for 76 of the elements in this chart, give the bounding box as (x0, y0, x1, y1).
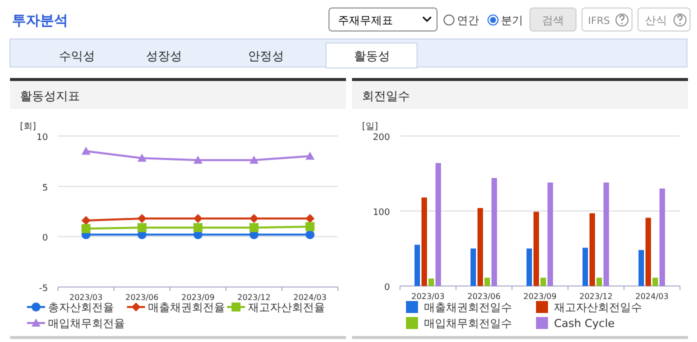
point (194, 156, 202, 164)
point (138, 154, 146, 162)
point (138, 214, 146, 224)
bar (646, 218, 651, 286)
y-axis-title: [일] (362, 122, 378, 132)
text: 수익성 (59, 49, 95, 63)
point (306, 152, 314, 160)
text: 투자분석 (12, 13, 68, 29)
legend-label: 매입채무회전율 (48, 317, 125, 330)
text: IFRS (588, 16, 610, 27)
point (306, 222, 314, 232)
bar (582, 248, 588, 286)
y-tick-label: 100 (372, 208, 390, 218)
point (250, 156, 258, 164)
x-tick-label: 2023/03 (69, 293, 103, 302)
point (82, 224, 90, 234)
bar (484, 278, 490, 286)
x-tick-label: 2023/12 (237, 293, 271, 302)
y-tick-label: 10 (36, 133, 48, 143)
legend-label: 총자산회전율 (48, 301, 114, 314)
y-tick-label: 5 (42, 183, 48, 194)
bar (428, 278, 434, 286)
chart-title: 회전일수 (362, 89, 410, 103)
y-tick-label: 200 (372, 133, 390, 143)
point (250, 223, 258, 232)
legend-label: 재고자산회전일수 (554, 301, 642, 314)
text: 활동성 (354, 49, 390, 63)
x-tick-label: 2023/06 (467, 292, 501, 301)
x-tick-label: 2024/03 (293, 293, 327, 302)
bar (492, 178, 497, 286)
point (82, 216, 90, 226)
text: 주재무제표 (338, 14, 393, 27)
text: 분기 (501, 14, 523, 27)
bar (660, 188, 665, 286)
text: 연간 (457, 14, 479, 27)
bar (436, 163, 441, 286)
x-tick-label: 2023/06 (125, 293, 159, 302)
bar (422, 198, 427, 286)
bar (526, 248, 532, 286)
y-tick-label: 0 (42, 234, 48, 244)
bar (590, 213, 595, 286)
bar (604, 182, 609, 286)
point (194, 214, 202, 224)
x-tick-label: 2023/03 (411, 292, 445, 301)
bar (548, 182, 553, 286)
bar (638, 250, 644, 286)
text: 산식 (645, 14, 667, 27)
point (306, 214, 314, 224)
x-tick-label: 2023/12 (579, 292, 613, 301)
y-axis-title: [회] (20, 122, 36, 132)
point (138, 223, 146, 232)
point (194, 223, 202, 232)
x-tick-label: 2024/03 (635, 292, 669, 301)
y-tick-label: 0 (384, 283, 390, 293)
point (82, 146, 90, 155)
point (306, 230, 314, 240)
x-tick-label: 2023/09 (181, 293, 215, 302)
legend-label: Cash Cycle (554, 317, 615, 330)
bar (540, 278, 546, 286)
x-tick-label: 2023/09 (523, 292, 557, 301)
bar (652, 278, 658, 286)
legend-label: 매출채권회전일수 (424, 301, 512, 314)
bar (596, 278, 602, 286)
bar (470, 248, 476, 286)
text: 검색 (542, 14, 564, 27)
legend-label: 매입채무회전일수 (424, 317, 512, 330)
legend-label: 재고자산회전율 (248, 301, 325, 314)
y-tick-label: -5 (39, 284, 48, 294)
point (250, 214, 258, 224)
legend-label: 매출채권회전율 (148, 301, 225, 314)
bar (534, 212, 539, 286)
chart-title: 활동성지표 (20, 89, 80, 103)
text: 안정성 (248, 49, 284, 63)
bar (478, 208, 483, 286)
bar (414, 244, 420, 286)
text: 성장성 (146, 49, 182, 63)
